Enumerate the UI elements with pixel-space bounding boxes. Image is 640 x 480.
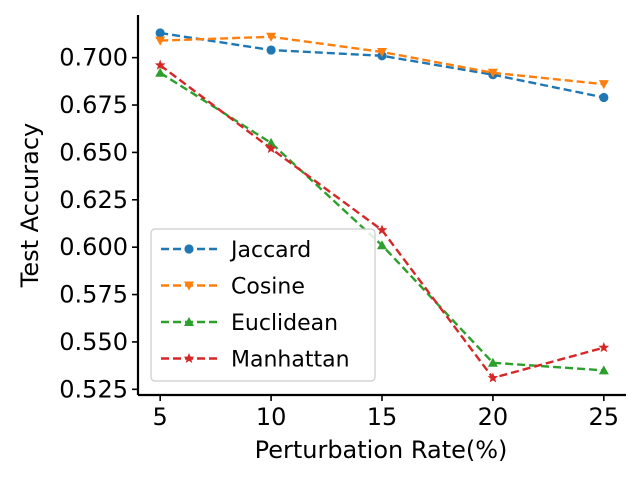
legend-item-manhattan: Manhattan: [161, 348, 350, 373]
y-tick-label: 0.700: [59, 44, 128, 72]
legend-box: [150, 228, 376, 382]
data-point-manhattan: [154, 59, 166, 70]
legend-label-manhattan: Manhattan: [231, 348, 350, 373]
x-tick-label: 15: [367, 403, 398, 431]
data-point-euclidean: [377, 240, 387, 250]
data-point-jaccard: [155, 28, 165, 38]
x-tick-label: 20: [478, 403, 509, 431]
y-tick-label: 0.625: [59, 186, 128, 214]
legend-label-jaccard: Jaccard: [229, 238, 311, 263]
y-tick-label: 0.600: [59, 233, 128, 261]
data-point-cosine: [487, 68, 498, 78]
data-point-euclidean: [155, 67, 166, 77]
series-layer: [154, 28, 610, 383]
data-point-manhattan: [265, 143, 277, 154]
y-axis-title: Test Accuracy: [16, 123, 44, 288]
series-line-jaccard: [159, 31, 605, 99]
legend-marker-manhattan: [183, 352, 195, 364]
data-point-manhattan: [487, 372, 499, 383]
data-point-manhattan: [598, 342, 610, 353]
legend-item-euclidean: Euclidean: [161, 311, 338, 336]
y-tick-label: 0.650: [59, 138, 128, 166]
data-point-manhattan: [376, 224, 388, 235]
data-point-euclidean: [266, 137, 277, 147]
data-point-cosine: [377, 47, 387, 57]
x-axis-title: Perturbation Rate(%): [255, 436, 508, 464]
legend-label-cosine: Cosine: [231, 275, 305, 300]
y-tick-label: 0.675: [59, 91, 128, 119]
data-point-cosine: [598, 80, 609, 90]
x-tick-label: 25: [589, 403, 620, 431]
legend: Jaccard Cosine Euclidean Manhattan: [150, 228, 376, 382]
x-tick-label: 10: [256, 403, 287, 431]
legend-marker-euclidean: [184, 317, 194, 326]
axes: 5 10 15 20 25 0.525 0.550 0.575 0.600 0.625 0.650 0…: [59, 15, 626, 431]
y-tick-label: 0.525: [59, 375, 128, 403]
legend-marker-jaccard: [184, 244, 194, 254]
series-manhattan: [154, 59, 610, 383]
data-point-jaccard: [266, 45, 276, 55]
data-point-euclidean: [598, 365, 609, 375]
legend-marker-cosine: [184, 281, 194, 291]
data-point-cosine: [266, 32, 277, 42]
legend-item-cosine: Cosine: [161, 275, 305, 300]
data-point-cosine: [155, 36, 166, 46]
y-tick-label: 0.550: [59, 328, 128, 356]
data-point-jaccard: [599, 92, 609, 103]
data-point-euclidean: [487, 357, 498, 367]
legend-label-euclidean: Euclidean: [231, 311, 338, 336]
series-cosine: [155, 32, 609, 90]
x-tick-label: 5: [153, 403, 168, 431]
y-tick-label: 0.575: [59, 281, 128, 309]
legend-item-jaccard: Jaccard: [161, 238, 311, 263]
